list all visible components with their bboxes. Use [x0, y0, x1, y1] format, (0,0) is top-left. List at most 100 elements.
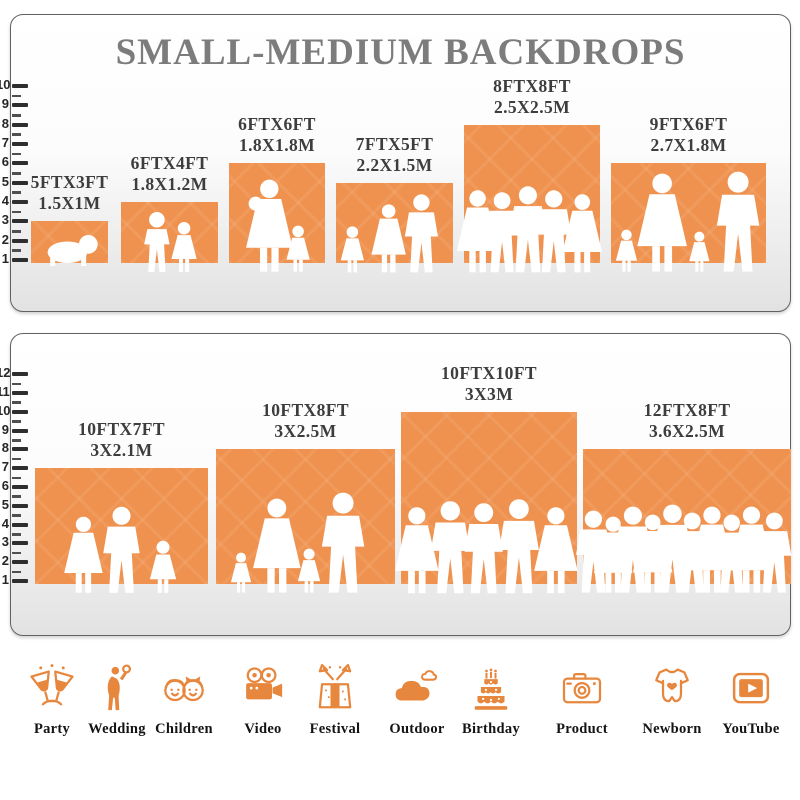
size-meters: 3X3M — [464, 383, 514, 404]
size-feet: 9FTX6FT — [649, 114, 728, 135]
ruler-tick-label: 2 — [1, 231, 9, 247]
ruler-tick-label: 1 — [1, 572, 9, 587]
ruler-tick-label: 9 — [1, 96, 9, 112]
ruler-tick-minor — [12, 172, 21, 175]
ruler-tick-major — [12, 541, 28, 546]
ruler-tick-major — [12, 103, 28, 108]
category-label: Wedding — [88, 721, 146, 737]
ruler-tick-label: 10 — [0, 77, 11, 93]
ruler-tick-label: 7 — [1, 135, 9, 151]
festival-icon — [318, 663, 352, 709]
newborn-icon — [655, 668, 689, 703]
ruler-tick-minor — [12, 570, 21, 574]
ruler-tick-major — [12, 522, 28, 527]
category-item-festival: Festival — [289, 660, 381, 738]
category-label: Outdoor — [389, 721, 445, 737]
product-icon — [562, 672, 602, 704]
ruler-tick-minor — [12, 210, 21, 214]
wedding-icon — [107, 664, 132, 711]
size-feet: 10FTX10FT — [441, 362, 537, 383]
category-label: Birthday — [462, 721, 520, 737]
size-meters: 1.8X1.2M — [131, 174, 208, 194]
size-feet: 5FTX3FT — [30, 172, 109, 193]
ruler-tick-label: 7 — [1, 459, 9, 475]
category-label: Product — [556, 721, 608, 737]
youtube-icon — [732, 672, 770, 704]
size-feet: 6FTX4FT — [130, 153, 209, 173]
ruler-tick-major — [12, 372, 28, 377]
ruler-tick-major — [12, 466, 28, 471]
ruler-tick-major — [12, 258, 28, 262]
video-icon — [246, 667, 283, 700]
ruler-tick-label: 1 — [1, 251, 9, 266]
ruler-tick-label: 6 — [1, 154, 9, 170]
category-item-birthday: Birthday — [445, 660, 537, 738]
category-item-wedding: Wedding — [71, 660, 163, 738]
category-label: Party — [33, 721, 71, 737]
ruler-tick-label: 2 — [1, 553, 9, 569]
ruler-tick-label: 8 — [1, 115, 9, 131]
size-meters: 2.7X1.8M — [650, 135, 727, 156]
ruler-tick-major — [12, 447, 28, 452]
size-feet: 7FTX5FT — [355, 133, 434, 154]
ruler-tick-major — [12, 219, 28, 224]
size-feet: 12FTX8FT — [643, 400, 731, 421]
category-item-youtube: YouTube — [705, 660, 797, 738]
ruler-tick-major — [12, 579, 28, 583]
category-item-party: Party — [6, 660, 98, 738]
party-icon — [30, 664, 74, 706]
backdrop-rect-6ftx4ft — [121, 202, 218, 263]
size-feet: 8FTX8FT — [493, 75, 571, 96]
ruler-tick-minor — [12, 249, 21, 252]
backdrop-rect-6ftx6ft — [229, 163, 325, 263]
ruler-tick-major — [12, 161, 28, 166]
ruler-tick-minor — [12, 152, 21, 156]
ruler-tick-minor — [12, 476, 21, 480]
ruler-tick-label: 12 — [0, 365, 11, 381]
size-meters: 3.6X2.5M — [648, 421, 726, 442]
backdrop-size-label: 10FTX10FT 3X3M — [441, 363, 537, 405]
size-feet: 6FTX6FT — [238, 114, 316, 135]
ruler-tick-major — [12, 142, 28, 147]
backdrop-rect-9ftx6ft — [611, 163, 766, 263]
ruler-tick-label: 8 — [1, 440, 9, 456]
category-item-newborn: Newborn — [626, 660, 718, 738]
ruler-tick-label: 10 — [0, 402, 11, 418]
backdrop-size-label: 6FTX6FT 1.8X1.8M — [238, 114, 316, 156]
category-label: Festival — [309, 721, 361, 737]
size-meters: 3X2.1M — [90, 440, 153, 461]
ruler-tick-major — [12, 238, 28, 243]
ruler-tick-minor — [12, 439, 21, 442]
category-label: Video — [244, 721, 282, 737]
ruler-tick-minor — [12, 114, 21, 117]
backdrop-size-label: 5FTX3FT 1.5X1M — [31, 172, 109, 214]
size-feet: 10FTX8FT — [262, 400, 349, 421]
backdrop-size-label: 12FTX8FT 3.6X2.5M — [644, 400, 731, 442]
backdrop-rect-12ftx8ft — [583, 449, 791, 584]
ruler-tick-major — [12, 560, 28, 565]
ruler-tick-major — [12, 503, 28, 508]
ruler-tick-major — [12, 200, 28, 204]
ruler-tick-minor — [12, 551, 21, 555]
backdrop-size-label: 10FTX7FT 3X2.1M — [78, 419, 165, 461]
size-meters: 1.8X1.8M — [238, 135, 316, 156]
ruler-tick-minor — [12, 230, 21, 233]
ruler-tick-label: 3 — [1, 534, 9, 550]
ruler-tick-major — [12, 485, 28, 489]
backdrop-size-label: 6FTX4FT 1.8X1.2M — [131, 153, 209, 195]
backdrop-size-label: 7FTX5FT 2.2X1.5M — [356, 134, 434, 176]
size-meters: 3X2.5M — [274, 421, 337, 442]
backdrop-size-label: 10FTX8FT 3X2.5M — [262, 400, 349, 442]
ruler-tick-minor — [12, 401, 21, 404]
ruler-tick-label: 11 — [0, 384, 10, 399]
ruler-tick-major — [12, 391, 28, 395]
ruler-tick-major — [12, 180, 28, 185]
category-item-product: Product — [536, 660, 628, 738]
backdrop-size-label: 8FTX8FT 2.5X2.5M — [493, 76, 571, 118]
size-meters: 2.5X2.5M — [493, 96, 571, 117]
category-label: YouTube — [722, 721, 780, 737]
panel-small-medium-backdrops: SMALL-MEDIUM BACKDROPS 1 2 3 4 5 6 7 8 9 10 5FTX3F… — [0, 14, 791, 312]
children-icon — [164, 676, 204, 702]
outdoor-icon — [395, 670, 438, 701]
category-label: Newborn — [642, 721, 702, 737]
